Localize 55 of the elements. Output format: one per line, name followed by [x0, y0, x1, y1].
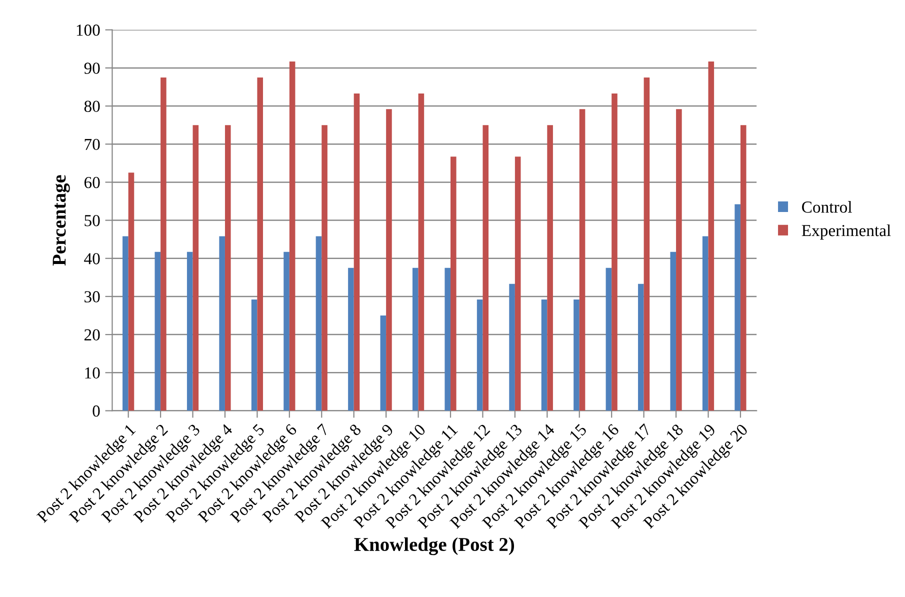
- bar: [509, 284, 515, 411]
- bar: [289, 61, 296, 411]
- bar: [638, 284, 644, 411]
- bar: [606, 268, 612, 411]
- y-tick-label: 10: [85, 367, 100, 379]
- bar: [612, 93, 618, 411]
- bar: [316, 236, 322, 411]
- bar: [734, 204, 740, 411]
- y-axis-title: Percentage: [52, 175, 70, 266]
- bar: [192, 125, 199, 411]
- bar: [380, 316, 386, 411]
- bar: [219, 236, 225, 411]
- bar: [482, 125, 489, 411]
- bar: [122, 236, 128, 411]
- bar: [257, 77, 263, 411]
- bar: [418, 93, 424, 411]
- bar: [251, 300, 258, 411]
- bar: [348, 268, 354, 411]
- bar: [708, 61, 714, 411]
- y-tick-label: 70: [84, 138, 100, 150]
- bar: [450, 156, 456, 411]
- bar: [322, 125, 328, 411]
- y-tick-label: 40: [84, 253, 100, 264]
- legend-label: Experimental: [802, 224, 891, 240]
- bar: [386, 109, 392, 411]
- bar: [514, 156, 521, 411]
- bar: [579, 109, 586, 411]
- bar: [702, 236, 708, 411]
- x-axis-title: Knowledge (Post 2): [354, 537, 514, 556]
- y-tick-label: 100: [76, 24, 100, 36]
- bar: [547, 125, 553, 411]
- bar: [541, 300, 548, 411]
- bar: [676, 109, 682, 411]
- y-tick-label: 20: [84, 329, 100, 341]
- bar: [160, 77, 166, 411]
- bar: [186, 252, 193, 411]
- bar: [412, 268, 418, 411]
- bar: [154, 252, 161, 411]
- y-tick-label: 0: [92, 405, 100, 417]
- bar: [284, 252, 290, 411]
- legend-label: Control: [802, 201, 852, 213]
- bar: [670, 252, 676, 411]
- y-tick-label: 50: [84, 214, 100, 226]
- bar: [128, 172, 134, 411]
- y-tick-label: 90: [84, 62, 100, 74]
- y-tick-label: 80: [84, 100, 100, 112]
- bar: [354, 93, 360, 411]
- y-tick-label: 60: [84, 176, 100, 188]
- y-tick-label: 30: [84, 291, 100, 302]
- bar: [224, 125, 231, 411]
- bar: [444, 268, 451, 411]
- bar: [644, 77, 650, 411]
- bar: [574, 300, 580, 411]
- bar: [740, 125, 746, 411]
- bar: [476, 300, 483, 411]
